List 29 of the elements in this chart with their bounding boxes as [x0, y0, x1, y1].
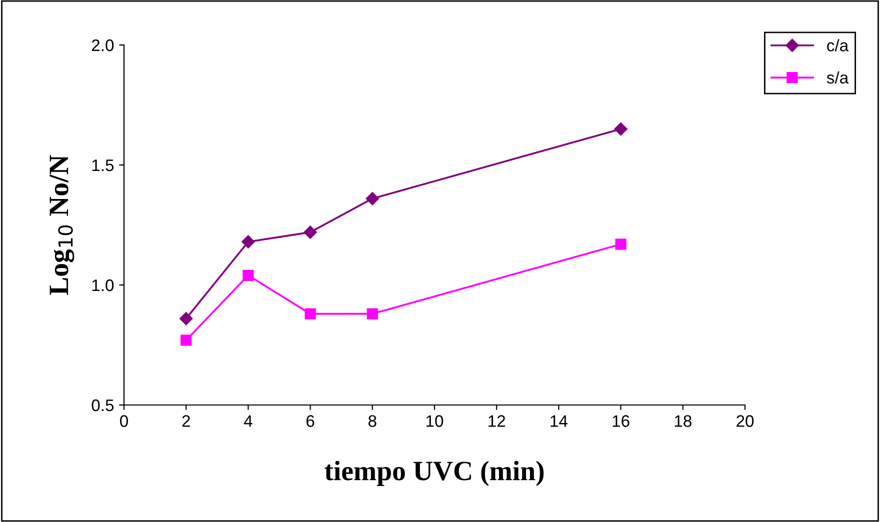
y-tick-label: 0.5: [92, 399, 114, 412]
x-tick-label: 2: [182, 415, 190, 427]
y-axis-title: Log$_{10}$ No/N: [50, 155, 74, 295]
point: [242, 235, 255, 248]
y-tick-label: 1.5: [92, 160, 114, 172]
y-tick-label: 1.0: [92, 279, 114, 292]
x-tick-label: 20: [736, 415, 754, 427]
legend-label: s/a: [826, 71, 849, 84]
point: [366, 192, 379, 206]
x-tick-label: 18: [674, 415, 692, 427]
x-tick-label: 4: [244, 415, 252, 427]
point: [614, 122, 628, 136]
point: [304, 226, 317, 239]
y-tick-label: 2.0: [92, 39, 114, 52]
x-tick-label: 0: [120, 415, 128, 427]
legend-label: c/a: [827, 39, 849, 52]
x-tick-label: 10: [426, 415, 444, 427]
point: [304, 308, 316, 320]
x-axis-title: tiempo UVC (min): [324, 460, 544, 486]
x-tick-label: 8: [368, 415, 376, 427]
x-tick-label: 16: [612, 415, 630, 427]
point: [615, 238, 626, 250]
x-tick-label: 12: [488, 415, 506, 427]
x-tick-label: 6: [306, 415, 314, 427]
point: [366, 308, 378, 320]
x-tick-label: 14: [550, 415, 568, 427]
point: [180, 312, 193, 326]
point: [242, 270, 254, 281]
point: [180, 334, 192, 346]
